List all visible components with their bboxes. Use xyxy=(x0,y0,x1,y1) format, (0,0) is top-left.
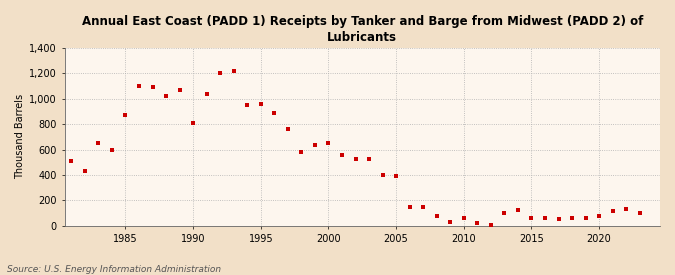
Point xyxy=(594,213,605,218)
Point xyxy=(269,111,279,115)
Point xyxy=(512,208,523,212)
Point xyxy=(445,220,456,224)
Point xyxy=(215,71,225,76)
Point xyxy=(526,216,537,221)
Point xyxy=(472,221,483,226)
Point xyxy=(364,156,375,161)
Point xyxy=(377,173,388,177)
Point xyxy=(337,153,348,157)
Point xyxy=(147,85,158,90)
Point xyxy=(228,69,239,73)
Point xyxy=(282,127,293,131)
Point xyxy=(255,102,266,106)
Point xyxy=(310,142,321,147)
Point xyxy=(391,174,402,178)
Point xyxy=(66,159,77,163)
Point xyxy=(418,205,429,210)
Point xyxy=(404,205,415,209)
Point xyxy=(161,94,171,98)
Point xyxy=(80,169,90,174)
Point xyxy=(621,207,632,211)
Point xyxy=(608,208,618,213)
Point xyxy=(93,141,104,145)
Point xyxy=(323,141,334,145)
Point xyxy=(499,211,510,215)
Text: Source: U.S. Energy Information Administration: Source: U.S. Energy Information Administ… xyxy=(7,265,221,274)
Point xyxy=(120,113,131,117)
Point xyxy=(296,150,306,154)
Point xyxy=(431,214,442,219)
Point xyxy=(134,84,144,88)
Point xyxy=(580,215,591,220)
Point xyxy=(174,88,185,92)
Point xyxy=(350,156,361,161)
Title: Annual East Coast (PADD 1) Receipts by Tanker and Barge from Midwest (PADD 2) of: Annual East Coast (PADD 1) Receipts by T… xyxy=(82,15,643,44)
Point xyxy=(201,92,212,96)
Point xyxy=(634,210,645,215)
Point xyxy=(539,215,550,220)
Point xyxy=(188,121,198,125)
Point xyxy=(485,223,496,227)
Point xyxy=(458,215,469,220)
Y-axis label: Thousand Barrels: Thousand Barrels xyxy=(15,94,25,180)
Point xyxy=(553,217,564,221)
Point xyxy=(242,103,252,107)
Point xyxy=(566,216,577,221)
Point xyxy=(107,147,117,152)
